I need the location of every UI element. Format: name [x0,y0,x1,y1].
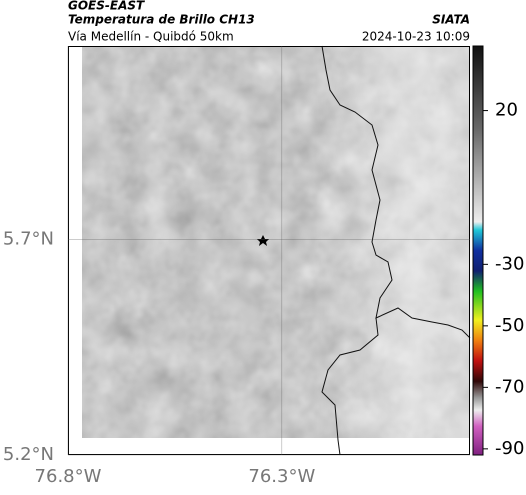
source: GOES-EAST [68,0,145,13]
agency: SIATA [432,13,470,27]
boundary [321,317,379,456]
lon-tick-label: 76.3°W [248,466,315,487]
colorbar-tick-label: -70 [495,376,524,397]
colorbar-tick-label: 20 [495,100,518,121]
boundary [321,45,471,339]
title: Temperatura de Brillo CH13 [68,13,255,27]
lat-tick-label: 5.2°N [3,444,54,465]
colorbar-tick-label: -30 [495,253,524,274]
image-highlight [82,46,470,438]
lat-tick-label: 5.7°N [3,229,54,250]
subtitle: Vía Medellín - Quibdó 50km [68,30,234,44]
map-frame [68,46,470,455]
map [68,45,471,456]
lon-tick-label: 76.8°W [35,466,102,487]
colorbar-tick-label: -50 [495,315,524,336]
colorbar-tick-label: -90 [495,438,524,459]
timestamp: 2024-10-23 10:09 [362,30,470,44]
colorbar [472,45,484,456]
city-marker [257,235,269,246]
